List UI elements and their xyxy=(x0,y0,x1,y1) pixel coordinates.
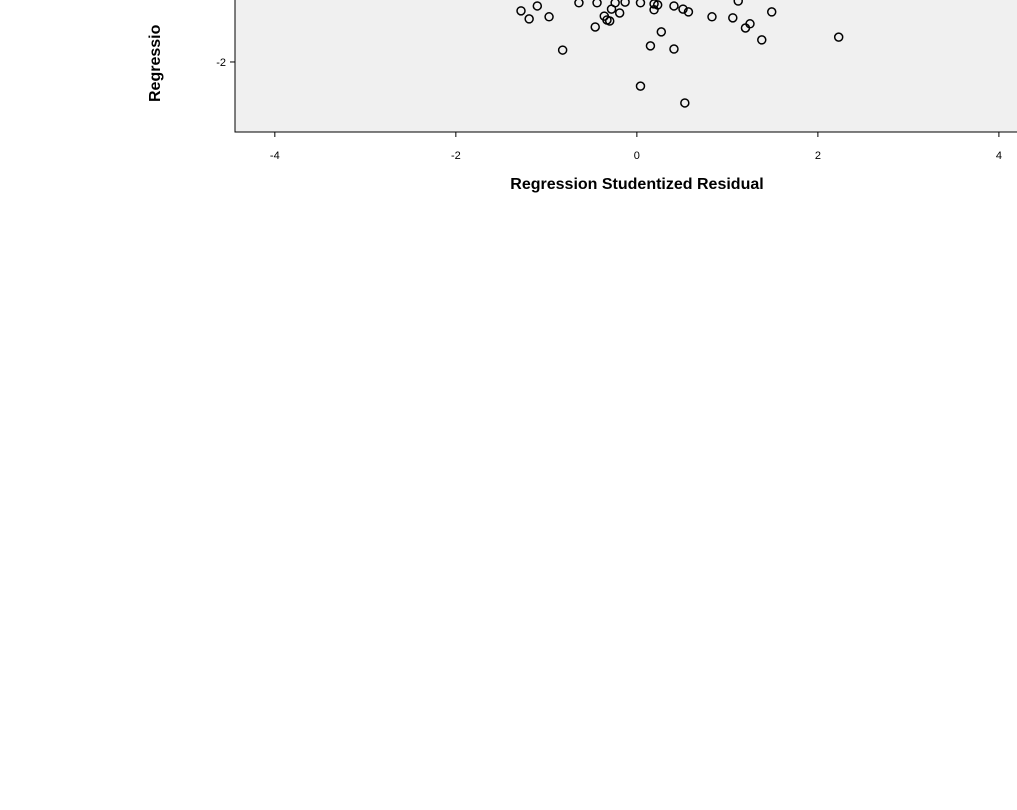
y-tick-label: -2 xyxy=(216,57,226,69)
page: {"chart_data": { "type": "scatter", "x_l… xyxy=(0,0,1017,810)
x-tick-label: -4 xyxy=(270,150,280,162)
plot-area xyxy=(235,0,1017,132)
x-tick-label: 4 xyxy=(996,150,1002,162)
x-tick-label: -2 xyxy=(451,150,461,162)
x-tick-label: 2 xyxy=(815,150,821,162)
chart: Regression Studentized Residual Regressi… xyxy=(0,0,1017,810)
y-axis-title: Regressio xyxy=(147,24,164,102)
x-axis-title: Regression Studentized Residual xyxy=(510,176,763,193)
x-tick-label: 0 xyxy=(634,150,640,162)
